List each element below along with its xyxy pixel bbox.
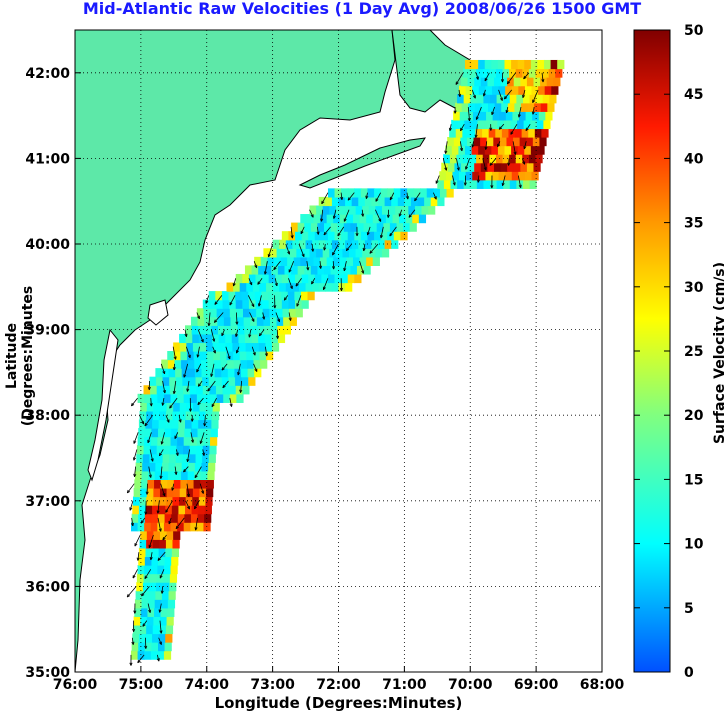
colorbar-tick-label: 5 (684, 601, 694, 617)
y-tick-label: 42:00 (25, 66, 70, 82)
chesapeake-bay (87, 328, 119, 482)
y-tick-label: 41:00 (25, 151, 70, 167)
y-tick-label: 39:00 (25, 323, 70, 339)
y-axis-ticks: 35:00 36:00 37:00 38:00 39:00 40:00 41:00 42:00 (25, 66, 81, 681)
y-tick-label: 38:00 (25, 408, 70, 424)
colorbar-tick-label: 0 (684, 665, 694, 681)
velocity-arrows (126, 72, 545, 666)
x-axis-ticks: 76:00 75:00 74:00 73:00 72:00 71:00 70:00 69:00… (53, 666, 625, 693)
y-axis-label: Latitude (Degrees:Minutes (4, 285, 36, 427)
colorbar-tick-label: 20 (684, 408, 704, 424)
land-mass (75, 30, 396, 672)
x-tick-label: 73:00 (250, 677, 295, 693)
velocity-field (130, 59, 565, 660)
x-tick-label: 72:00 (316, 677, 361, 693)
colorbar-tick-label: 40 (684, 151, 704, 167)
colorbar-ticks: 0 5 10 15 20 25 30 35 40 45 50 (634, 23, 704, 681)
x-tick-label: 70:00 (448, 677, 493, 693)
chart-title: Mid-Atlantic Raw Velocities (1 Day Avg) … (82, 0, 642, 18)
y-tick-label: 36:00 (25, 579, 70, 595)
x-axis-label: Longitude (Degrees:Minutes) (214, 694, 463, 712)
colorbar-tick-label: 35 (684, 216, 703, 232)
colorbar-label: Surface Velocity (cm/s) (712, 261, 724, 445)
y-tick-label: 40:00 (25, 237, 70, 253)
delaware-bay (147, 299, 169, 326)
y-tick-label: 35:00 (25, 665, 70, 681)
y-tick-label: 37:00 (25, 494, 70, 510)
x-tick-label: 76:00 (53, 677, 98, 693)
colorbar-tick-label: 30 (684, 280, 704, 296)
x-tick-label: 69:00 (514, 677, 559, 693)
x-tick-label: 74:00 (184, 677, 229, 693)
colorbar-tick-label: 45 (684, 87, 703, 103)
colorbar-tick-label: 25 (684, 344, 703, 360)
long-island (298, 137, 426, 189)
x-tick-label: 75:00 (119, 677, 164, 693)
colorbar-tick-label: 50 (684, 23, 704, 39)
x-tick-label: 71:00 (382, 677, 427, 693)
colorbar-tick-label: 15 (684, 472, 703, 488)
x-tick-label: 68:00 (580, 677, 625, 693)
colorbar-tick-label: 10 (684, 537, 704, 553)
